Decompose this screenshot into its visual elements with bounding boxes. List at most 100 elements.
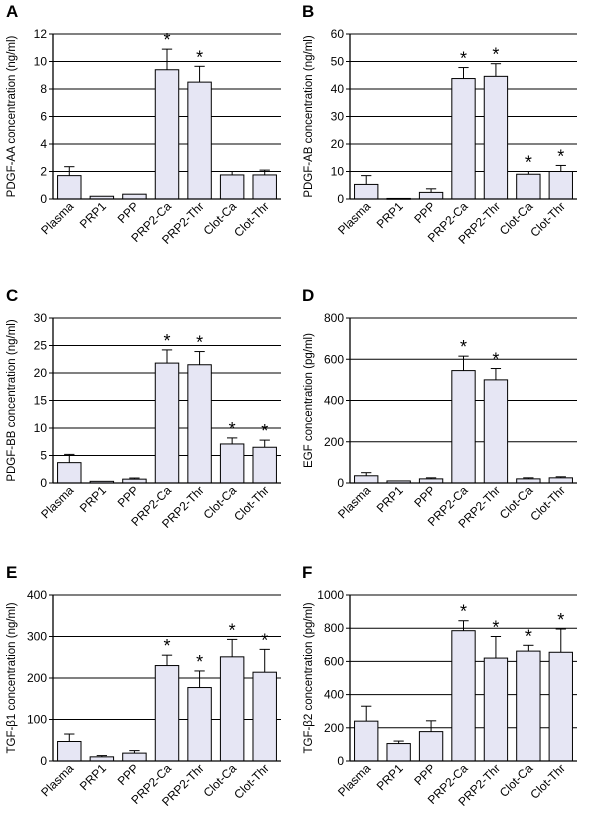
panel-c-letter: C <box>6 286 18 305</box>
panel-d-significance-star: * <box>492 350 499 370</box>
panel-b-bar-plasma <box>354 183 379 200</box>
panel-c-significance-star: * <box>261 421 268 441</box>
panel-d-y-tick-label: 600 <box>324 352 344 366</box>
panel-d-x-tick-label: Clot-Thr <box>527 483 568 524</box>
panel-e-y-tick-label: 100 <box>27 713 47 727</box>
panel-c-bar-clot-ca <box>219 443 245 484</box>
panel-b-y-tick-label: 20 <box>331 137 345 151</box>
panel-f-significance-star: * <box>460 602 467 622</box>
panel-c-significance-star: * <box>163 331 170 351</box>
panel-a-significance-star: * <box>163 30 170 50</box>
panel-f-y-tick-label: 0 <box>337 754 344 768</box>
panel-a-x-tick-label: PRP1 <box>77 199 109 231</box>
panel-c-bar-prp2-ca <box>154 362 180 484</box>
panel-f-x-tick-label: Clot-Thr <box>527 761 568 802</box>
panel-f-x-tick-label: PPP <box>411 761 438 788</box>
panel-e-y-tick-label: 300 <box>27 630 47 644</box>
panel-b-y-tick-label: 10 <box>331 165 345 179</box>
panel-c-y-axis-label: PDGF-BB concentration (ng/ml) <box>6 319 18 482</box>
panel-e-x-tick-label: PRP1 <box>77 761 109 793</box>
panel-e-bar-clot-ca <box>219 656 245 762</box>
panel-e-significance-star: * <box>229 620 236 640</box>
panel-b-y-tick-label: 60 <box>331 27 345 41</box>
panel-f-bar-clot-ca <box>516 650 541 762</box>
panel-f-significance-star: * <box>525 626 532 646</box>
panel-b-significance-star: * <box>492 45 499 65</box>
panel-d-y-axis-label: EGF concentration (pg/ml) <box>303 333 315 468</box>
panel-c-x-tick-label: Clot-Thr <box>231 483 272 524</box>
panel-c-significance-star: * <box>229 419 236 439</box>
panel-e-significance-star: * <box>163 636 170 656</box>
panel-e-y-tick-label: 0 <box>40 754 47 768</box>
panel-f-y-tick-label: 600 <box>324 654 344 668</box>
panel-c-bar-clot-thr <box>252 446 277 484</box>
panel-a-letter: A <box>6 2 18 21</box>
panel-a-bar-clot-thr <box>252 174 277 200</box>
panel-c-y-tick-label: 20 <box>34 366 48 380</box>
panel-f-bar-prp2-ca <box>451 630 476 762</box>
panel-b-bar-prp2-ca <box>451 78 476 200</box>
panel-a-bar-prp2-thr <box>187 81 212 200</box>
panel-e-significance-star: * <box>196 652 203 672</box>
panel-c-bar-plasma <box>57 462 82 484</box>
panel-b-y-tick-label: 30 <box>331 110 345 124</box>
panel-d-y-tick-label: 200 <box>324 435 344 449</box>
panel-c-x-tick-label: PPP <box>115 483 142 510</box>
panel-f-bar-clot-thr <box>548 651 573 762</box>
panel-e-bar-clot-thr <box>252 671 277 762</box>
panel-a-y-tick-label: 12 <box>34 27 48 41</box>
panel-e-x-tick-label: PPP <box>115 761 142 788</box>
panel-d-significance-star: * <box>460 337 467 357</box>
panel-d-bar-prp2-ca <box>451 370 476 484</box>
panel-b-significance-star: * <box>557 146 564 166</box>
panel-d-letter: D <box>302 286 314 305</box>
panel-b-x-tick-label: PPP <box>411 199 438 226</box>
panel-e-x-tick-label: Clot-Thr <box>231 761 272 802</box>
panel-e-y-tick-label: 200 <box>27 671 47 685</box>
panel-f-significance-star: * <box>492 618 499 638</box>
panel-b-bar-clot-ca <box>516 173 541 200</box>
panel-b-y-tick-label: 50 <box>331 55 345 69</box>
panel-e-y-axis-label: TGF-β1 concentration (ng/ml) <box>6 602 18 753</box>
panel-f-y-tick-label: 400 <box>324 688 344 702</box>
panel-f-y-axis-label: TGF-β2 concentration (pg/ml) <box>303 602 315 753</box>
panel-b-letter: B <box>302 2 314 21</box>
panel-f-bar-plasma <box>354 720 379 762</box>
panel-d-x-tick-label: PRP1 <box>374 483 406 515</box>
panel-b-y-tick-label: 40 <box>331 82 345 96</box>
panel-b-x-tick-label: PRP1 <box>374 199 406 231</box>
panel-a-y-tick-label: 8 <box>40 82 47 96</box>
panel-c-y-tick-label: 0 <box>40 476 47 490</box>
panel-b-bar-clot-thr <box>548 171 573 200</box>
panel-d-y-tick-label: 400 <box>324 394 344 408</box>
panel-c-significance-star: * <box>196 333 203 353</box>
panel-a-y-tick-label: 0 <box>40 192 47 206</box>
panel-b-bar-ppp <box>418 191 444 200</box>
panel-e-significance-star: * <box>261 630 268 650</box>
panel-d-y-tick-label: 0 <box>337 476 344 490</box>
panel-c-y-tick-label: 10 <box>34 421 48 435</box>
panel-a-y-tick-label: 4 <box>40 137 47 151</box>
panel-e-letter: E <box>6 563 17 582</box>
panel-c-y-tick-label: 5 <box>40 449 47 463</box>
panel-f-significance-star: * <box>557 610 564 630</box>
panel-b-x-tick-label: Clot-Thr <box>527 199 568 240</box>
panel-c-y-tick-label: 15 <box>34 394 48 408</box>
panel-a-bar-prp2-ca <box>154 69 180 200</box>
panel-c-bar-prp2-thr <box>187 364 212 484</box>
panel-d-bar-plasma <box>354 475 379 484</box>
panel-a-y-tick-label: 6 <box>40 110 47 124</box>
panel-a-bar-clot-ca <box>219 174 245 200</box>
panel-c-x-tick-label: PRP1 <box>77 483 109 515</box>
panel-b-significance-star: * <box>525 153 532 173</box>
panel-f-bar-prp2-thr <box>483 657 509 762</box>
panel-a-bar-ppp <box>122 193 147 200</box>
panel-e-bar-ppp <box>122 752 147 762</box>
panel-a-x-tick-label: Clot-Thr <box>231 199 272 240</box>
panel-a-bar-plasma <box>57 175 82 200</box>
panel-a-y-tick-label: 10 <box>34 55 48 69</box>
panel-d-x-tick-label: PPP <box>411 483 438 510</box>
panel-d-y-tick-label: 800 <box>324 311 344 325</box>
panel-a-x-tick-label: PPP <box>115 199 142 226</box>
